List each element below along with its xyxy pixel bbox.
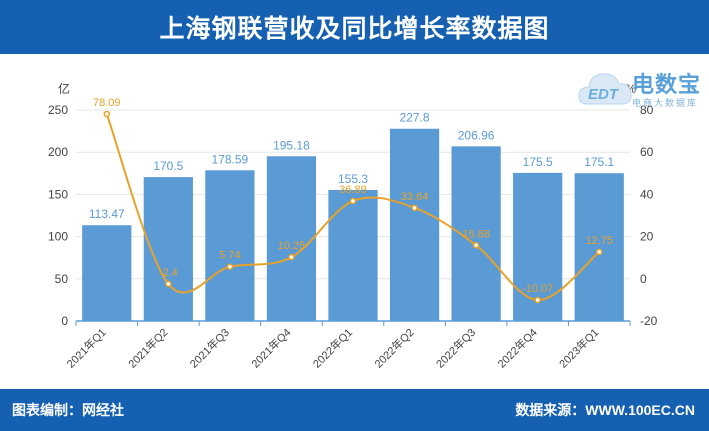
bar — [574, 173, 624, 321]
x-tick-label: 2022年Q1 — [310, 325, 355, 370]
x-tick-label: 2022年Q2 — [371, 325, 416, 370]
line-value-label: 36.89 — [339, 184, 367, 196]
y-right-tick-label: 80 — [640, 103, 654, 117]
header-bar: 上海钢联营收及同比增长率数据图 — [0, 0, 709, 54]
y-left-tick-label: 0 — [61, 314, 68, 328]
y-right-tick-label: 40 — [640, 187, 654, 201]
line-value-label: 15.88 — [462, 228, 490, 240]
x-tick-label: 2022年Q3 — [433, 325, 478, 370]
y-left-tick-label: 50 — [55, 272, 69, 286]
bar-value-label: 206.96 — [458, 128, 495, 142]
line-point — [288, 253, 295, 261]
line-value-label: 33.64 — [401, 191, 429, 203]
x-tick-label: 2021年Q2 — [125, 325, 170, 370]
y-right-tick-label: 0 — [640, 272, 647, 286]
y-left-tick-label: 250 — [48, 103, 68, 117]
watermark-subtitle: 电商大数据库 — [632, 98, 699, 108]
bar-value-label: 175.1 — [584, 155, 614, 169]
x-tick-label: 2021年Q3 — [187, 325, 232, 370]
line-point — [103, 110, 111, 118]
chart-title: 上海钢联营收及同比增长率数据图 — [159, 15, 550, 43]
line-point — [534, 296, 541, 304]
bar-value-label: 175.5 — [523, 155, 553, 169]
line-value-label: -2.4 — [159, 267, 178, 279]
bar — [205, 170, 255, 321]
footer-credit: 图表编制：网经社 — [12, 402, 124, 418]
line-point — [226, 263, 234, 270]
bar — [82, 225, 132, 321]
footer-bar: 图表编制：网经社 数据来源：WWW.100EC.CN — [0, 389, 709, 431]
line-value-label: 12.75 — [585, 235, 613, 247]
bar-value-label: 113.47 — [89, 207, 125, 221]
line-value-label: 5.74 — [219, 250, 240, 262]
line-value-label: 78.09 — [93, 97, 121, 109]
bar — [513, 172, 563, 321]
bar-value-label: 178.59 — [212, 152, 249, 166]
y-right-tick-label: -20 — [640, 314, 658, 328]
y-left-tick-label: 150 — [48, 187, 68, 201]
y-right-tick-label: 60 — [640, 145, 654, 159]
x-tick-label: 2023年Q1 — [556, 325, 601, 370]
line-value-label: 10.25 — [278, 240, 306, 252]
x-tick-label: 2021年Q4 — [248, 325, 293, 370]
line-point — [165, 280, 172, 288]
bar-value-label: 227.8 — [400, 111, 430, 125]
watermark-logo: EDT 电数宝 电商大数据库 — [576, 64, 706, 120]
y-left-tick-label: 100 — [48, 230, 68, 244]
x-tick-label: 2022年Q4 — [494, 325, 539, 370]
line-point — [472, 242, 480, 249]
line-point — [349, 197, 357, 205]
line-value-label: -10.07 — [522, 283, 553, 295]
bar-value-label: 155.3 — [338, 172, 368, 186]
bar — [328, 189, 378, 321]
bar — [266, 156, 317, 321]
y-right-tick-label: 20 — [640, 230, 654, 244]
bar-value-label: 195.18 — [273, 138, 310, 152]
cloud-icon — [578, 73, 632, 105]
bar — [389, 128, 440, 321]
line-point — [411, 204, 418, 212]
bar-value-label: 170.5 — [153, 159, 183, 173]
y-left-tick-label: 200 — [48, 145, 68, 159]
watermark-badge: EDT — [588, 86, 618, 103]
x-tick-label: 2021年Q1 — [64, 325, 109, 370]
footer-source: 数据来源：WWW.100EC.CN — [515, 402, 695, 418]
line-point — [595, 248, 603, 256]
y-left-unit-label: 亿 — [58, 81, 70, 96]
chart-canvas: 0 50 100 150 200 250 亿 -20 0 20 40 60 80% 113.47 170.5… — [48, 81, 658, 371]
y-right-unit-label: % — [625, 82, 636, 96]
watermark-brand: 电数宝 — [632, 72, 702, 97]
